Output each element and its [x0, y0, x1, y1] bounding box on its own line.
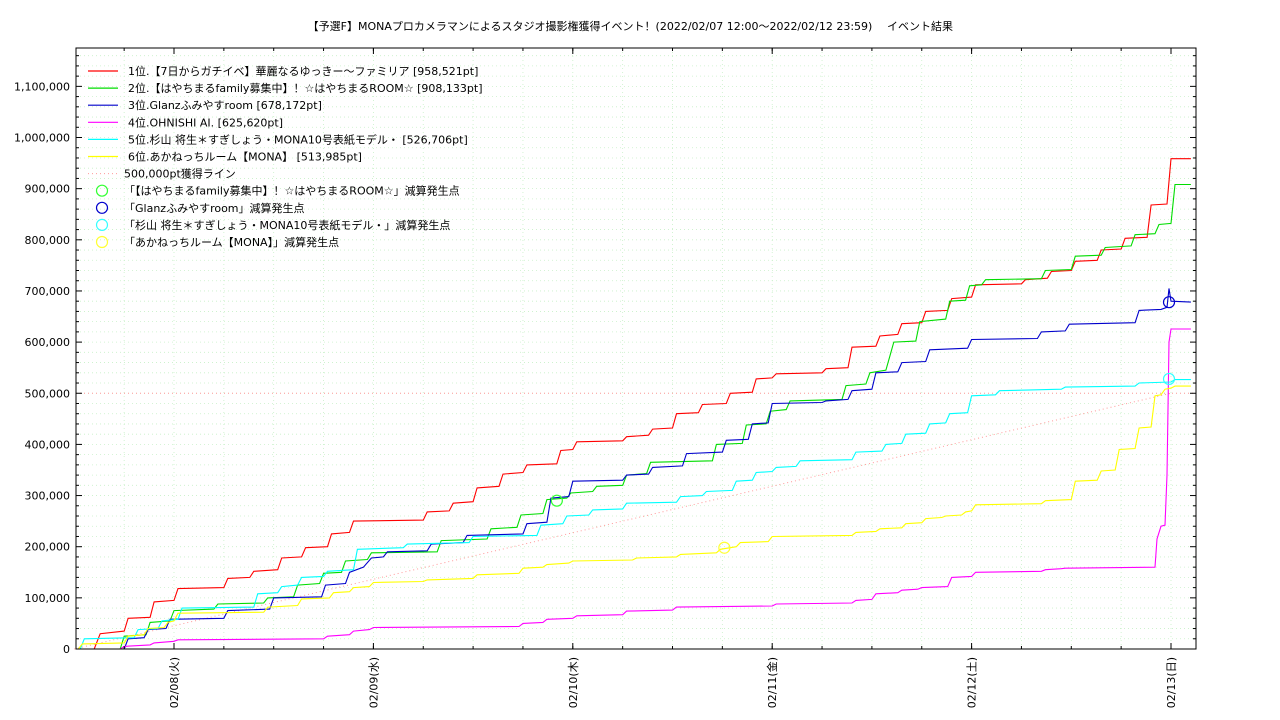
legend-marker-4	[95, 235, 109, 249]
reduction-marker-3	[1162, 372, 1176, 386]
y-tick-label: 100,000	[25, 592, 71, 605]
legend-label-reference: 500,000pt獲得ライン	[124, 168, 236, 181]
legend-marker-1	[95, 184, 109, 197]
y-tick-label: 1,000,000	[14, 132, 70, 145]
y-tick-label: 600,000	[25, 336, 71, 349]
y-tick-label: 500,000	[25, 387, 71, 400]
plot-frame	[75, 47, 1197, 650]
legend-label-5: 5位.杉山 将生＊すぎしょう・MONA10号表紙モデル・ [526,706pt]	[128, 132, 468, 146]
y-tick-label: 300,000	[25, 490, 71, 503]
series-line-4	[119, 328, 1191, 650]
series-group	[77, 158, 1191, 650]
y-axis: 0 100,000 200,000 300,000 400,000 500,000 600,…	[14, 55, 1196, 656]
reduction-marker-1	[550, 494, 563, 507]
legend-label-4: 4位.OHNISHI AI. [625,620pt]	[128, 115, 283, 129]
x-axis: 02/08(火) 02/09(水) 02/10(木) 02/11(金) 02/12(土)…	[123, 48, 1178, 708]
legend-marker-label-3: 「杉山 将生＊すぎしょう・MONA10号表紙モデル・」減算発生点	[124, 218, 450, 232]
legend-label-3: 3位.Glanzふみやすroom [678,172pt]	[128, 98, 322, 112]
legend-label-6: 6位.あかねっちルーム【MONA】 [513,985pt]	[128, 150, 362, 164]
y-tick-label: 0	[63, 643, 70, 656]
y-tick-label: 200,000	[25, 541, 71, 554]
y-tick-label: 800,000	[25, 234, 71, 247]
legend-label-2: 2位.【はやちまるfamily募集中】！☆はやちまるROOM☆ [908,133…	[128, 81, 482, 95]
markers-group	[550, 296, 1176, 554]
x-tick-label: 02/13(日)	[1165, 657, 1178, 708]
y-tick-label: 1,100,000	[14, 80, 70, 93]
x-tick-label: 02/08(火)	[168, 657, 181, 708]
y-tick-label: 700,000	[25, 285, 71, 298]
legend-marker-2	[95, 201, 109, 214]
legend-label-1: 1位.【7日からガチイベ】華麗なるゆっきー〜ファミリア [958,521pt]	[128, 64, 478, 78]
series-line-2	[119, 183, 1191, 650]
x-tick-label: 02/12(土)	[966, 657, 979, 708]
series-line-1	[93, 158, 1191, 650]
legend: 1位.【7日からガチイベ】華麗なるゆっきー〜ファミリア [958,521pt] 2…	[88, 64, 482, 249]
legend-marker-label-2: 「Glanzふみやすroom」減算発生点	[124, 201, 305, 215]
chart-subtitle: イベント結果	[887, 19, 953, 33]
series-line-5	[79, 379, 1191, 650]
y-tick-label: 400,000	[25, 438, 71, 451]
legend-marker-3	[95, 218, 109, 231]
legend-marker-label-1: 「【はやちまるfamily募集中】！☆はやちまるROOM☆」減算発生点	[124, 184, 460, 198]
grid-lines	[76, 48, 1196, 649]
reduction-marker-2	[1162, 296, 1176, 309]
reference-line-group	[74, 392, 1196, 650]
series-line-6	[77, 385, 1191, 650]
x-tick-label: 02/11(金)	[765, 657, 779, 708]
x-tick-label: 02/10(木)	[567, 657, 580, 708]
y-tick-label: 900,000	[25, 183, 71, 196]
reduction-marker-4	[718, 541, 731, 554]
chart-title: 【予選F】MONAプロカメラマンによるスタジオ撮影権獲得イベント！(2022/0…	[308, 19, 873, 33]
series-line-3	[123, 288, 1191, 650]
legend-marker-label-4: 「あかねっちルーム【MONA】」減算発生点	[124, 235, 339, 249]
x-tick-label: 02/09(水)	[367, 657, 380, 708]
